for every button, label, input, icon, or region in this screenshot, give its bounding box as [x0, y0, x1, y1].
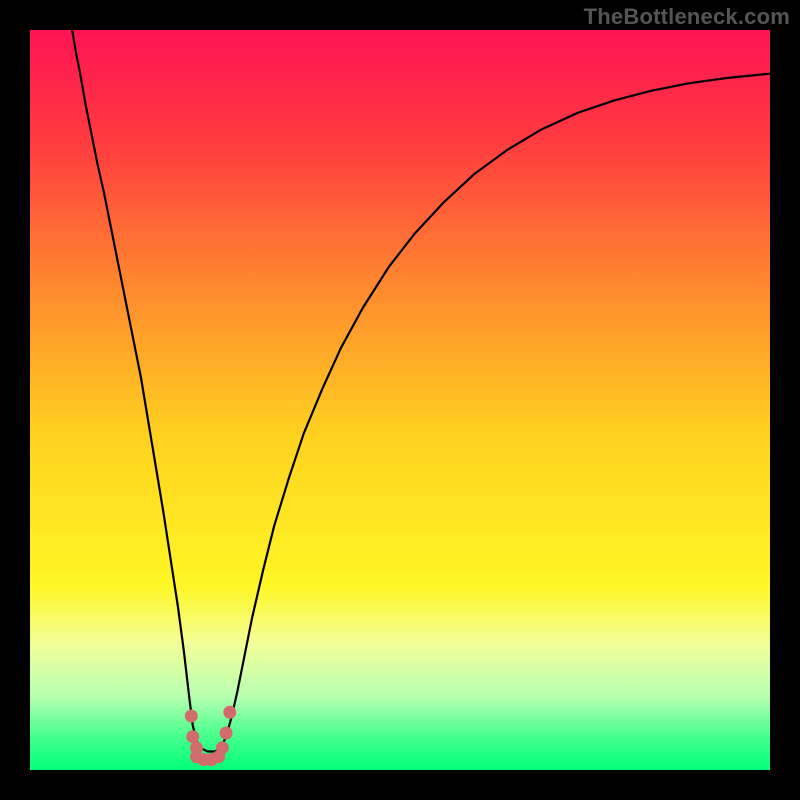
marker-dot: [187, 731, 199, 743]
marker-dot: [216, 742, 228, 754]
bottleneck-curve-chart: [0, 0, 800, 800]
marker-dot: [185, 710, 197, 722]
chart-container: { "meta": { "watermark": "TheBottleneck.…: [0, 0, 800, 800]
gradient-plot-area: [30, 30, 770, 770]
marker-dot: [220, 727, 232, 739]
watermark-text: TheBottleneck.com: [584, 4, 790, 30]
marker-dot: [224, 706, 236, 718]
